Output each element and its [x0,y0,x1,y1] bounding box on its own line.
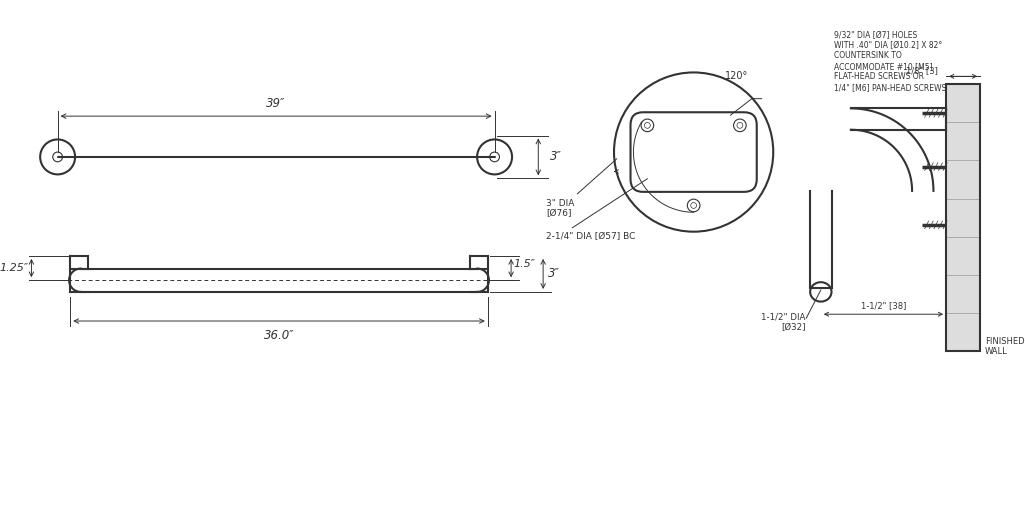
Text: 1/8" [3]: 1/8" [3] [906,66,938,75]
Text: 36.0″: 36.0″ [263,329,294,342]
Text: 120°: 120° [725,71,748,81]
Text: 3″: 3″ [548,267,560,280]
Text: 1.5″: 1.5″ [514,259,535,269]
Text: 1-1/2" [38]: 1-1/2" [38] [861,301,906,310]
Bar [946,84,980,351]
Text: 39″: 39″ [266,97,286,110]
Text: 2-1/4" DIA [Ø57] BC: 2-1/4" DIA [Ø57] BC [546,232,636,241]
Text: 3" DIA
[Ø76]: 3" DIA [Ø76] [546,199,574,218]
Text: 3″: 3″ [550,151,562,163]
Text: FINISHED
WALL: FINISHED WALL [985,336,1025,356]
Text: 1-1/2" DIA
[Ø32]: 1-1/2" DIA [Ø32] [761,313,806,332]
Text: 9/32" DIA [Ø7] HOLES
WITH .40" DIA [Ø10.2] X 82°
COUNTERSINK TO
ACCOMMODATE #10 : 9/32" DIA [Ø7] HOLES WITH .40" DIA [Ø10.… [834,31,947,92]
Text: 1.25″: 1.25″ [0,263,29,273]
